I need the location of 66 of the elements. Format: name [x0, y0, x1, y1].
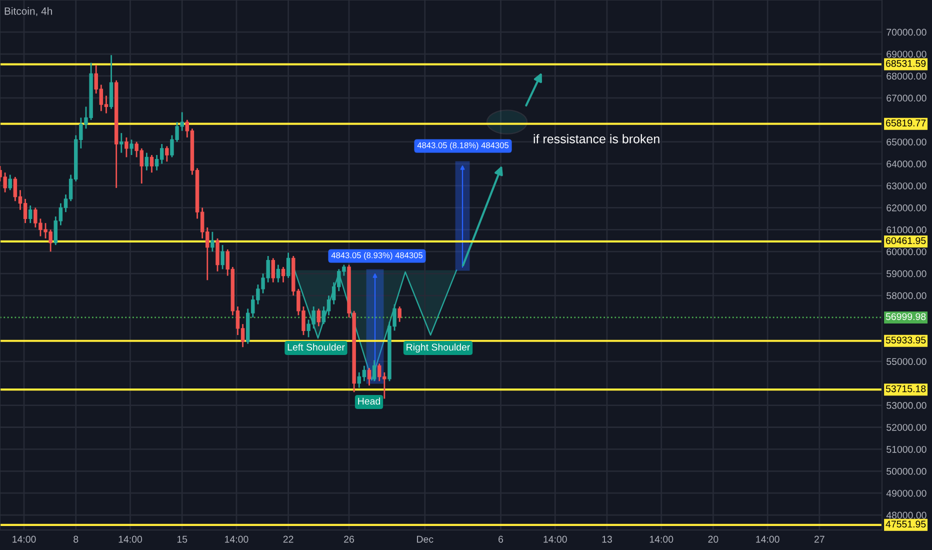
y-tick-label: 48000.00: [886, 512, 926, 519]
annotation: Right Shoulder: [406, 343, 470, 353]
y-tick-label: 53000.00: [886, 402, 926, 409]
candlestick: [281, 266, 286, 284]
x-tick-label: 26: [344, 536, 354, 543]
x-tick-label: 13: [602, 536, 612, 543]
y-tick-label: 68000.00: [886, 72, 926, 80]
x-tick-label: Dec: [417, 536, 434, 543]
x-tick-label: 8: [74, 536, 78, 543]
candlestick: [120, 132, 124, 154]
ref-line-label: 65819.77: [886, 120, 926, 126]
y-tick-label: 63000.00: [886, 182, 926, 190]
y-tick-label: 64000.00: [886, 160, 926, 168]
candlestick: [286, 252, 290, 279]
ref-line-label: 68531.59: [886, 60, 926, 67]
annotation: 4843.05 (8.18%) 484305: [417, 142, 509, 150]
y-tick-label: 65000.00: [886, 138, 926, 146]
candlestick: [271, 258, 276, 284]
candlestick: [210, 231, 214, 252]
ref-line-label: 47551.95: [886, 520, 926, 528]
candlestick: [28, 204, 32, 224]
y-tick-label: 58000.00: [886, 292, 926, 300]
candlestick: [220, 244, 224, 270]
ref-line-label: 60461.95: [886, 237, 926, 244]
annotation: 4843.05 (8.93%) 484305: [331, 252, 423, 260]
y-tick-label: 70000.00: [886, 28, 926, 36]
text: Bitcoin, 4h: [4, 7, 52, 16]
candlestick: [124, 136, 128, 158]
y-tick-label: 50000.00: [886, 468, 926, 475]
annotation: if ressistance is broken: [534, 134, 660, 144]
x-tick-label: 14:00: [12, 536, 36, 543]
x-tick-label: 20: [708, 536, 718, 543]
candlestick: [8, 174, 12, 191]
y-tick-label: 59000.00: [886, 270, 926, 278]
x-tick-label: 15: [177, 536, 188, 543]
candlestick: [130, 138, 134, 156]
candlestick: [276, 264, 280, 284]
annotation: Head: [358, 397, 380, 405]
x-tick-label: 14:00: [225, 536, 248, 543]
candlestick: [367, 367, 372, 386]
ref-line-label: 56999.98: [886, 313, 926, 320]
candlestick: [165, 146, 169, 162]
x-tick-label: 22: [283, 536, 294, 543]
ref-line-label: 55933.95: [886, 336, 926, 344]
x-tick-label: 14:00: [544, 536, 567, 543]
ref-line-label: 53715.18: [886, 385, 926, 392]
candlestick: [398, 306, 402, 323]
candlestick: [3, 172, 7, 194]
x-tick-label: 14:00: [650, 536, 674, 543]
y-tick-label: 61000.00: [886, 226, 926, 234]
y-tick-label: 69000.00: [886, 50, 926, 58]
candlestick: [150, 154, 154, 174]
y-tick-label: 52000.00: [886, 424, 926, 431]
candlestick: [144, 152, 149, 172]
x-tick-label: 6: [498, 536, 504, 543]
x-tick-label: 14:00: [756, 536, 780, 543]
candlestick: [316, 308, 321, 327]
y-tick-label: 51000.00: [886, 446, 926, 453]
x-tick-label: 14:00: [118, 536, 142, 543]
y-tick-label: 62000.00: [886, 204, 926, 212]
y-tick-label: 49000.00: [886, 490, 926, 497]
annotation: Left Shoulder: [288, 343, 345, 351]
x-tick-label: 27: [814, 536, 824, 543]
y-tick-label: 60000.00: [886, 248, 926, 256]
y-tick-label: 67000.00: [886, 94, 926, 102]
y-tick-label: 55000.00: [886, 358, 926, 365]
